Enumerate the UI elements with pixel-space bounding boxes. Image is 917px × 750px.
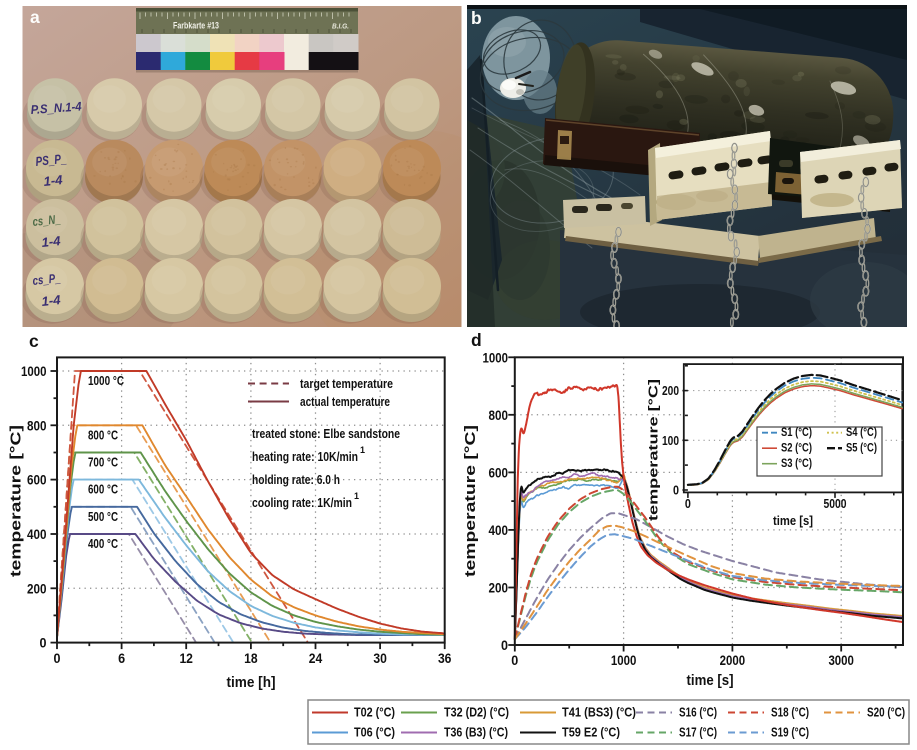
svg-text:100: 100	[662, 434, 679, 448]
svg-text:S19 (°C): S19 (°C)	[771, 726, 809, 740]
svg-text:T41 (BS3) (°C): T41 (BS3) (°C)	[562, 706, 636, 720]
svg-text:800 °C: 800 °C	[88, 427, 118, 442]
svg-text:cooling rate: 1K/min: cooling rate: 1K/min	[252, 495, 352, 510]
svg-text:Farbkarte #13: Farbkarte #13	[173, 21, 219, 31]
svg-text:600: 600	[27, 472, 47, 488]
svg-text:400: 400	[489, 522, 509, 538]
svg-text:0: 0	[54, 650, 61, 666]
svg-text:treated stone: Elbe sandstone: treated stone: Elbe sandstone	[252, 426, 400, 441]
svg-text:temperature [°C]: temperature [°C]	[9, 425, 25, 577]
svg-text:S1 (°C): S1 (°C)	[781, 427, 812, 439]
svg-text:time [h]: time [h]	[227, 675, 276, 691]
svg-text:B.I.G.: B.I.G.	[332, 22, 349, 31]
svg-text:S3 (°C): S3 (°C)	[781, 458, 812, 470]
svg-text:6: 6	[118, 650, 125, 666]
svg-text:1-4: 1-4	[41, 233, 62, 250]
svg-text:target temperature: target temperature	[300, 376, 393, 391]
svg-text:cs_P_: cs_P_	[32, 271, 61, 288]
svg-text:18: 18	[244, 650, 258, 666]
svg-text:700 °C: 700 °C	[88, 455, 118, 470]
svg-text:1-4: 1-4	[41, 292, 62, 309]
svg-text:5000: 5000	[824, 497, 847, 511]
svg-text:600: 600	[489, 464, 509, 480]
svg-text:S17 (°C): S17 (°C)	[679, 726, 717, 740]
svg-text:400: 400	[27, 526, 47, 542]
svg-text:0: 0	[685, 497, 691, 511]
svg-text:b: b	[471, 8, 482, 28]
svg-text:0: 0	[511, 652, 518, 668]
svg-text:T36 (B3) (°C): T36 (B3) (°C)	[444, 726, 508, 740]
svg-text:200: 200	[27, 580, 47, 596]
svg-text:S2 (°C): S2 (°C)	[781, 443, 812, 455]
svg-text:heating rate: 10K/min: heating rate: 10K/min	[252, 449, 358, 464]
svg-text:1: 1	[360, 445, 365, 455]
svg-text:2000: 2000	[720, 652, 746, 668]
svg-text:800: 800	[27, 417, 47, 433]
svg-text:S18 (°C): S18 (°C)	[771, 706, 809, 720]
svg-text:d: d	[471, 330, 482, 350]
svg-text:PS_P_: PS_P_	[35, 151, 67, 169]
svg-text:400 °C: 400 °C	[88, 536, 118, 551]
svg-text:1000: 1000	[21, 363, 47, 379]
svg-text:1000 °C: 1000 °C	[88, 373, 124, 388]
svg-text:800: 800	[489, 407, 509, 423]
svg-text:1: 1	[354, 491, 359, 501]
svg-text:cs_N_: cs_N_	[32, 212, 61, 229]
svg-text:S16 (°C): S16 (°C)	[679, 706, 717, 720]
svg-text:0: 0	[501, 637, 508, 653]
svg-text:30: 30	[373, 650, 387, 666]
svg-text:200: 200	[489, 580, 509, 596]
svg-text:1000: 1000	[483, 349, 509, 365]
svg-text:P.S_N.1-4: P.S_N.1-4	[30, 99, 82, 117]
svg-text:24: 24	[309, 650, 323, 666]
svg-text:1-4: 1-4	[43, 172, 64, 189]
svg-text:0: 0	[40, 635, 47, 651]
svg-text:T32 (D2) (°C): T32 (D2) (°C)	[444, 706, 509, 720]
svg-text:S4 (°C): S4 (°C)	[846, 427, 877, 439]
svg-text:temperature [°C]: temperature [°C]	[463, 425, 479, 577]
svg-text:c: c	[29, 331, 39, 351]
svg-text:a: a	[30, 7, 40, 27]
svg-text:S5 (°C): S5 (°C)	[846, 443, 877, 455]
svg-text:3000: 3000	[828, 652, 854, 668]
svg-text:200: 200	[662, 384, 679, 398]
svg-text:36: 36	[438, 650, 452, 666]
svg-text:actual temperature: actual temperature	[300, 394, 390, 409]
svg-text:600 °C: 600 °C	[88, 482, 118, 497]
svg-text:0: 0	[673, 484, 679, 498]
svg-text:500 °C: 500 °C	[88, 509, 118, 524]
svg-text:T06 (°C): T06 (°C)	[354, 726, 395, 740]
svg-text:1000: 1000	[611, 652, 637, 668]
svg-text:time [s]: time [s]	[687, 673, 734, 689]
svg-text:time [s]: time [s]	[773, 513, 813, 528]
svg-text:T59 E2 (°C): T59 E2 (°C)	[562, 726, 620, 740]
svg-text:12: 12	[179, 650, 193, 666]
svg-text:T02 (°C): T02 (°C)	[354, 706, 395, 720]
svg-text:S20 (°C): S20 (°C)	[867, 706, 905, 720]
svg-text:holding rate: 6.0 h: holding rate: 6.0 h	[252, 472, 340, 487]
svg-text:temperature [°C]: temperature [°C]	[647, 379, 661, 521]
